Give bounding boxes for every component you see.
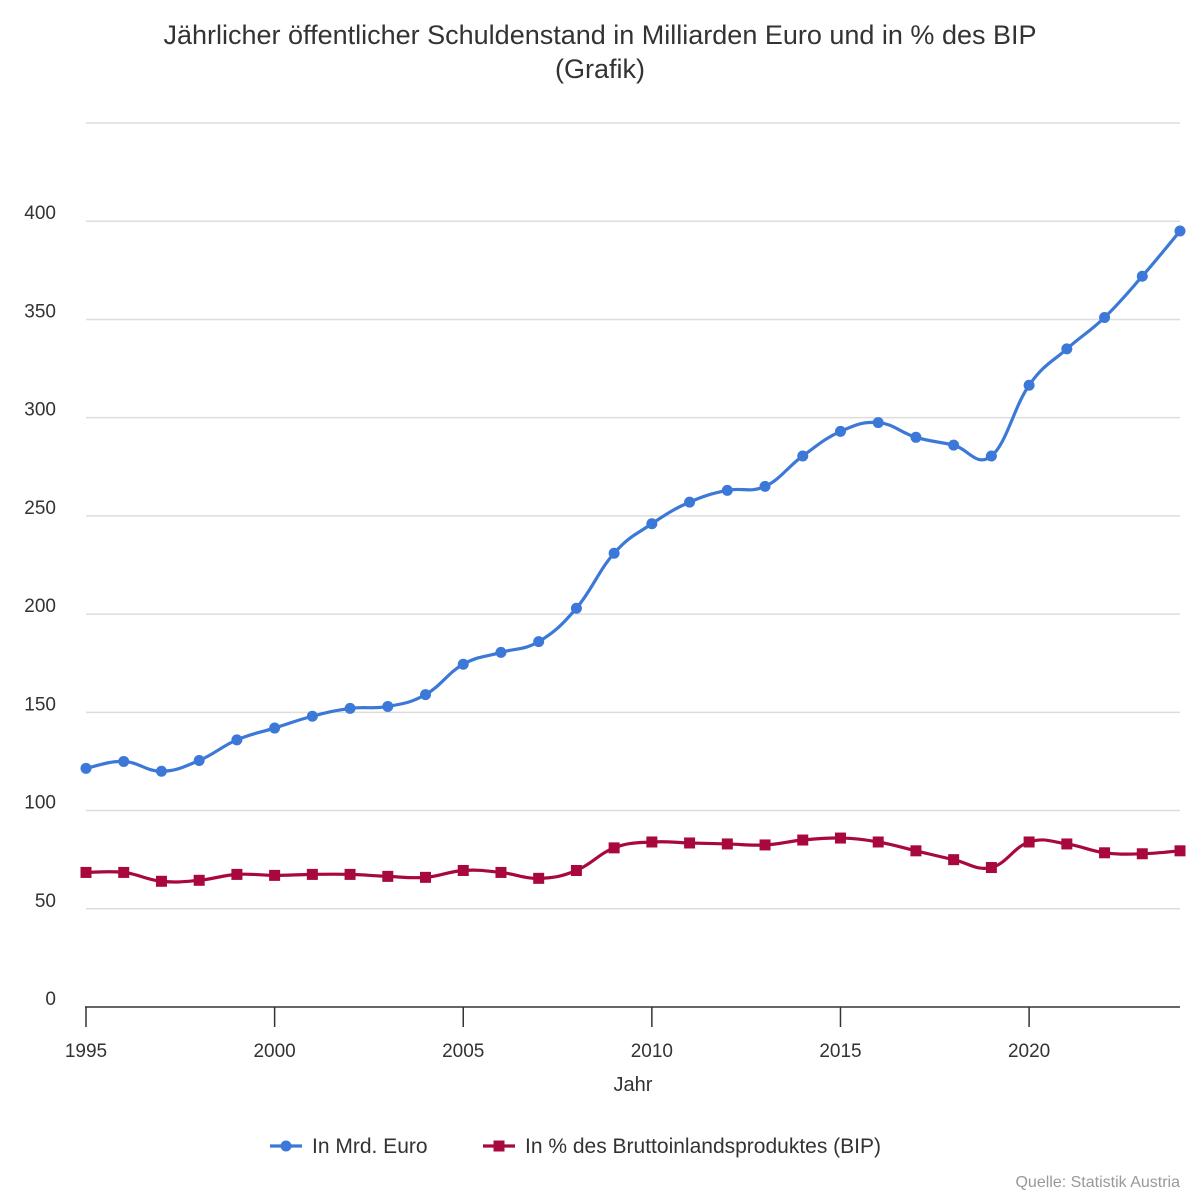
data-point — [570, 602, 582, 614]
series-2 — [80, 832, 1186, 887]
data-point — [306, 710, 318, 722]
data-point — [797, 834, 809, 846]
data-point — [155, 765, 167, 777]
data-point — [1136, 270, 1148, 282]
x-tick-label: 1995 — [65, 1041, 107, 1062]
legend-item-1: In Mrd. Euro — [270, 1135, 428, 1158]
data-point — [344, 702, 356, 714]
chart-title: Jährlicher öffentlicher Schuldenstand in… — [0, 18, 1200, 86]
data-point — [910, 431, 922, 443]
y-tick-label: 100 — [24, 793, 56, 814]
data-point — [834, 832, 846, 844]
data-point — [872, 836, 884, 848]
data-point — [948, 439, 960, 451]
legend-marker — [280, 1140, 292, 1152]
y-tick-label: 50 — [35, 891, 56, 912]
data-point — [420, 689, 432, 701]
legend-marker — [493, 1140, 505, 1152]
x-tick-label: 2010 — [631, 1041, 673, 1062]
data-point — [420, 871, 432, 883]
data-point — [231, 868, 243, 880]
data-point — [985, 862, 997, 874]
data-point — [646, 836, 658, 848]
x-axis-title: Jahr — [614, 1074, 653, 1096]
series-1 — [80, 225, 1186, 777]
data-point — [608, 842, 620, 854]
data-point — [118, 755, 130, 767]
data-point — [759, 839, 771, 851]
data-point — [684, 496, 696, 508]
series-line — [85, 230, 1182, 773]
y-tick-label: 150 — [24, 694, 56, 715]
legend-label: In Mrd. Euro — [312, 1135, 428, 1158]
data-point — [533, 636, 545, 648]
data-point — [684, 837, 696, 849]
x-tick-label: 2000 — [253, 1041, 295, 1062]
data-point — [533, 872, 545, 884]
legend-label: In % des Bruttoinlandsproduktes (BIP) — [525, 1135, 881, 1158]
data-point — [948, 854, 960, 866]
x-tick-label: 2020 — [1008, 1041, 1050, 1062]
data-point — [1136, 848, 1148, 860]
y-tick-label: 200 — [24, 596, 56, 617]
data-point — [608, 547, 620, 559]
data-point — [1099, 847, 1111, 859]
data-point — [834, 425, 846, 437]
data-point — [570, 864, 582, 876]
data-point — [495, 866, 507, 878]
data-point — [457, 864, 469, 876]
source-note: Quelle: Statistik Austria — [1015, 1174, 1180, 1191]
y-tick-label: 350 — [24, 301, 56, 322]
data-point — [1023, 836, 1035, 848]
data-point — [1061, 343, 1073, 355]
chart-title-line-2: (Grafik) — [555, 54, 645, 84]
data-point — [495, 646, 507, 658]
data-point — [344, 868, 356, 880]
data-point — [231, 734, 243, 746]
data-point — [1099, 311, 1111, 323]
data-point — [382, 870, 394, 882]
data-point — [872, 417, 884, 429]
x-tick-label: 2015 — [819, 1041, 861, 1062]
series-line — [85, 836, 1181, 884]
data-point — [193, 754, 205, 766]
data-point — [759, 480, 771, 492]
data-point — [118, 866, 130, 878]
data-point — [269, 869, 281, 881]
data-point — [1174, 845, 1186, 857]
data-point — [1023, 379, 1035, 391]
data-point — [797, 450, 809, 462]
y-tick-label: 0 — [45, 989, 56, 1010]
data-point — [306, 868, 318, 880]
data-point — [721, 838, 733, 850]
data-point — [646, 518, 658, 530]
data-point — [155, 875, 167, 887]
data-point — [269, 722, 281, 734]
data-point — [80, 866, 92, 878]
y-tick-label: 250 — [24, 498, 56, 519]
data-point — [457, 658, 469, 670]
y-tick-label: 300 — [24, 400, 56, 421]
y-tick-label: 400 — [24, 203, 56, 224]
data-point — [193, 874, 205, 886]
x-tick-label: 2005 — [442, 1041, 484, 1062]
data-point — [80, 762, 92, 774]
data-point — [721, 484, 733, 496]
data-point — [382, 700, 394, 712]
chart-title-line-1: Jährlicher öffentlicher Schuldenstand in… — [163, 20, 1037, 50]
data-point — [1061, 838, 1073, 850]
data-point — [985, 450, 997, 462]
legend-item-2: In % des Bruttoinlandsproduktes (BIP) — [483, 1135, 881, 1158]
data-point — [910, 845, 922, 857]
data-point — [1174, 225, 1186, 237]
